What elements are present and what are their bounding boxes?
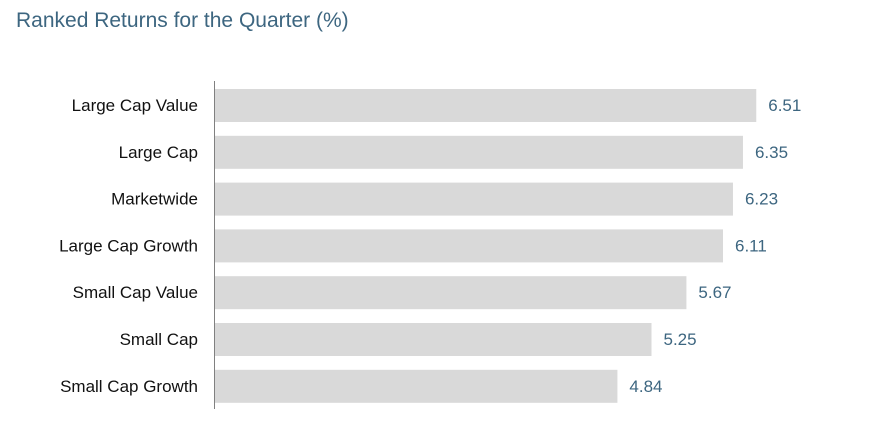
value-label: 6.51 [768, 96, 801, 115]
chart-title: Ranked Returns for the Quarter (%) [16, 9, 349, 32]
value-label: 6.35 [755, 143, 788, 162]
value-label: 5.25 [664, 330, 697, 349]
category-label: Large Cap [119, 143, 198, 162]
bar-small-cap-growth [215, 369, 618, 403]
bars-layer [215, 89, 757, 403]
category-label: Large Cap Growth [59, 236, 198, 255]
category-label: Small Cap [120, 330, 198, 349]
category-labels: Large Cap Value Large Cap Marketwide Large … [59, 96, 198, 396]
value-label: 5.67 [698, 283, 731, 302]
bar-small-cap [215, 323, 652, 356]
category-label: Marketwide [111, 190, 198, 209]
bar-marketwide [215, 182, 733, 216]
category-label: Small Cap Value [73, 283, 198, 302]
category-label: Small Cap Growth [60, 377, 198, 396]
value-label: 6.11 [735, 236, 767, 255]
value-labels: 6.51 6.35 6.23 6.11 5.67 5.25 4.84 [629, 96, 801, 396]
bar-small-cap-value [215, 276, 687, 310]
category-label: Large Cap Value [72, 96, 198, 115]
bar-large-cap-value [215, 89, 757, 122]
value-label: 6.23 [745, 190, 778, 209]
bar-large-cap [215, 135, 743, 169]
value-label: 4.84 [629, 377, 662, 396]
bar-large-cap-growth [215, 229, 724, 263]
